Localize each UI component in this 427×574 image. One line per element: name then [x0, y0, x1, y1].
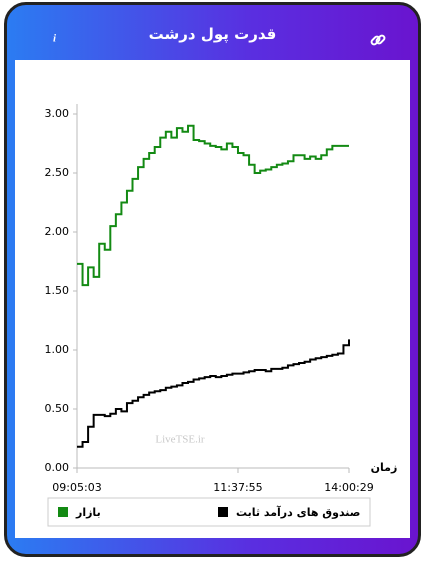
legend-swatch — [58, 507, 68, 517]
y-tick-label: 2.00 — [45, 225, 70, 238]
link-icon[interactable] — [369, 31, 387, 49]
legend-swatch — [218, 507, 228, 517]
series-line — [77, 339, 350, 448]
x-tick-label: 11:37:55 — [213, 481, 262, 494]
y-tick-label: 2.50 — [45, 166, 70, 179]
legend-box — [47, 497, 371, 527]
y-tick-label: 0.00 — [45, 461, 70, 474]
series-line — [77, 124, 349, 287]
y-tick-label: 1.50 — [45, 284, 70, 297]
info-icon[interactable]: i — [45, 27, 65, 51]
header-title: قدرت پول درشت — [148, 25, 277, 43]
x-tick-label: 09:05:03 — [52, 481, 101, 494]
legend-label: بازار — [75, 506, 101, 519]
x-tick-label: 14:00:29 — [324, 481, 373, 494]
chart-panel — [15, 60, 410, 538]
legend-label: صندوق های درآمد ثابت — [236, 505, 360, 519]
y-tick-label: 3.00 — [45, 107, 70, 120]
watermark: LiveTSE.ir — [155, 434, 205, 446]
x-axis-label: زمان — [371, 461, 398, 474]
svg-text:i: i — [53, 33, 57, 45]
y-tick-label: 1.00 — [45, 343, 70, 356]
y-tick-label: 0.50 — [45, 402, 70, 415]
card: قدرت پول درشت i — [4, 2, 421, 557]
